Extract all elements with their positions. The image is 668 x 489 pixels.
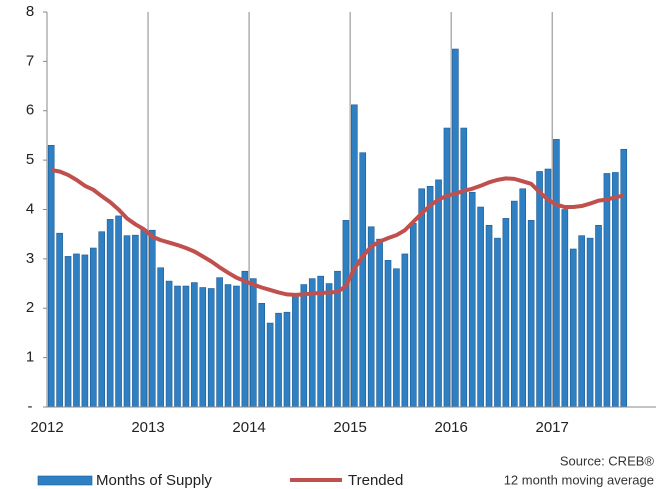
x-tick-label: 2012 <box>30 419 63 436</box>
y-tick-label: 2 <box>26 299 34 316</box>
bar <box>132 234 139 408</box>
bar <box>342 220 350 408</box>
x-tick-label: 2017 <box>536 419 569 436</box>
x-tick-label: 2016 <box>434 419 467 436</box>
legend-label: Months of Supply <box>96 472 212 489</box>
bar <box>224 284 232 408</box>
bar <box>443 127 451 408</box>
bar <box>426 185 434 408</box>
bar <box>207 288 215 408</box>
bar <box>317 275 324 408</box>
bar <box>73 253 80 408</box>
y-tick-label: - <box>28 398 33 415</box>
bar <box>115 215 122 408</box>
bar <box>182 285 190 408</box>
bar <box>47 145 55 408</box>
bar <box>511 200 518 408</box>
bar <box>494 237 501 408</box>
bar <box>199 287 207 408</box>
bar <box>241 270 249 408</box>
y-tick-label: 7 <box>26 52 34 69</box>
bar <box>90 247 97 408</box>
y-tick-label: 8 <box>26 3 34 20</box>
bar <box>561 209 569 408</box>
bar <box>401 253 409 408</box>
bar <box>485 225 493 408</box>
source-note: Source: CREB® <box>560 453 655 468</box>
bar <box>249 278 257 408</box>
bar <box>578 235 585 408</box>
bar <box>64 256 72 408</box>
bar <box>452 48 459 408</box>
bar <box>165 280 173 408</box>
bar <box>81 254 89 408</box>
y-tick-label: 3 <box>26 250 34 267</box>
x-tick-label: 2015 <box>333 419 366 436</box>
bar <box>266 322 274 408</box>
bar <box>325 283 333 408</box>
bar <box>409 223 417 408</box>
bar <box>98 231 106 408</box>
bar <box>435 179 442 408</box>
bar <box>106 219 114 408</box>
bar <box>191 282 198 408</box>
bar <box>140 228 148 408</box>
bar <box>612 172 619 408</box>
bar <box>477 206 484 408</box>
bar <box>216 277 223 408</box>
bar <box>258 303 266 408</box>
bar <box>376 238 383 408</box>
y-tick-label: 1 <box>26 349 34 366</box>
bar <box>603 173 611 408</box>
x-tick-label: 2014 <box>232 419 265 436</box>
bar <box>233 285 240 408</box>
bar <box>418 188 425 408</box>
note: 12 month moving average <box>504 472 654 487</box>
bar <box>174 285 181 408</box>
bar <box>148 229 156 408</box>
y-tick-label: 5 <box>26 151 34 168</box>
bar <box>384 260 392 408</box>
bar <box>367 226 375 408</box>
bar <box>157 267 164 408</box>
bar <box>586 237 594 408</box>
bar <box>308 278 316 408</box>
bar <box>519 188 527 408</box>
bar <box>56 232 63 408</box>
bar <box>359 152 367 408</box>
bar <box>393 268 400 408</box>
bar <box>569 248 577 408</box>
y-tick-label: 4 <box>26 200 34 217</box>
trend-line <box>50 168 625 297</box>
bar <box>283 311 291 408</box>
bar <box>502 218 510 408</box>
x-tick-label: 2013 <box>131 419 164 436</box>
y-tick-label: 6 <box>26 102 34 119</box>
bar <box>300 284 308 408</box>
bar <box>620 148 628 408</box>
bar <box>275 312 282 408</box>
bar <box>595 225 602 408</box>
bar <box>468 191 476 408</box>
legend-label: Trended <box>348 472 403 489</box>
bar <box>292 294 299 408</box>
bar <box>544 168 552 408</box>
bar <box>123 235 131 408</box>
bar <box>460 127 468 408</box>
bar <box>553 139 560 408</box>
bar <box>536 171 543 408</box>
bar <box>351 104 358 408</box>
legend-swatch <box>37 475 93 486</box>
bar <box>527 220 535 408</box>
